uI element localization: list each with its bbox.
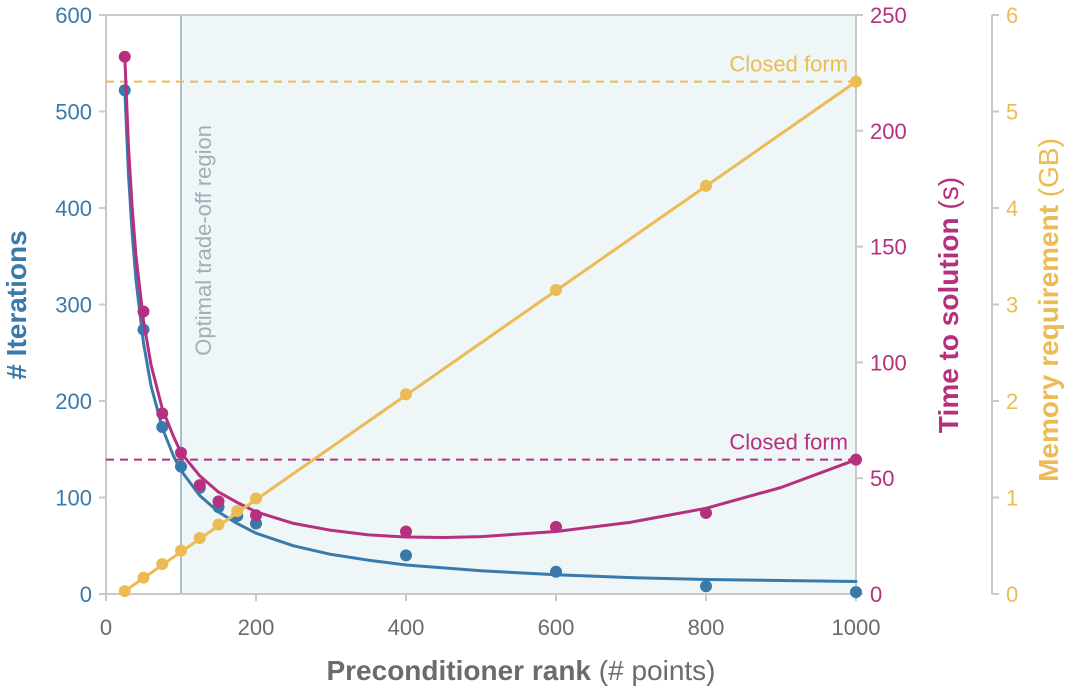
- memory-tick-label: 2: [1006, 389, 1018, 414]
- memory-point: [212, 518, 225, 531]
- time-point: [212, 495, 225, 508]
- memory-axis-title: Memory requirement (GB): [1033, 138, 1064, 482]
- x-tick-label: 800: [688, 615, 725, 640]
- iterations-tick-label: 600: [55, 3, 92, 28]
- memory-closed-form-label: Closed form: [729, 52, 848, 77]
- axes: [99, 14, 999, 601]
- memory-point: [550, 284, 562, 297]
- memory-tick-label: 3: [1006, 293, 1018, 318]
- memory-tick-label: 4: [1006, 196, 1018, 221]
- memory-tick-label: 1: [1006, 486, 1018, 511]
- iterations-tick-label: 0: [80, 582, 92, 607]
- time-tick-label: 250: [870, 3, 907, 28]
- memory-tick-label: 5: [1006, 100, 1018, 125]
- time-point: [193, 479, 206, 492]
- memory-point: [250, 492, 262, 505]
- x-tick-label: 0: [100, 615, 112, 640]
- x-tick-label: 1000: [832, 615, 881, 640]
- memory-point: [137, 571, 150, 584]
- memory-point: [118, 585, 131, 598]
- memory-point: [175, 544, 187, 557]
- series: [118, 50, 862, 599]
- time-closed-form-label: Closed form: [729, 430, 848, 455]
- memory-point: [850, 75, 862, 88]
- memory-point: [400, 388, 412, 401]
- iterations-tick-label: 200: [55, 389, 92, 414]
- iterations-tick-label: 400: [55, 196, 92, 221]
- plot-background: [180, 15, 856, 594]
- time-tick-label: 200: [870, 119, 907, 144]
- iterations-tick-label: 100: [55, 486, 92, 511]
- iterations-point: [400, 549, 412, 562]
- x-tick-label: 200: [238, 615, 275, 640]
- optimal-region-label: Optimal trade-off region: [191, 125, 216, 356]
- time-point: [700, 506, 712, 519]
- memory-tick-label: 0: [1006, 582, 1018, 607]
- memory-tick-label: 6: [1006, 3, 1018, 28]
- memory-point: [700, 179, 712, 192]
- iterations-point: [550, 565, 562, 578]
- time-tick-label: 100: [870, 350, 907, 375]
- x-tick-label: 400: [388, 615, 425, 640]
- time-point: [250, 509, 262, 522]
- x-axis-title: Preconditioner rank (# points): [326, 655, 715, 686]
- memory-point: [231, 505, 244, 518]
- memory-point: [156, 558, 169, 571]
- memory-point: [193, 532, 206, 545]
- iterations-point: [700, 580, 712, 593]
- time-tick-label: 50: [870, 466, 894, 491]
- iterations-point: [850, 586, 862, 599]
- time-tick-label: 0: [870, 582, 882, 607]
- time-point: [850, 453, 862, 466]
- time-point: [400, 525, 412, 538]
- iterations-point: [175, 460, 187, 473]
- time-axis-title: Time to solution (s): [933, 177, 964, 433]
- iterations-point: [250, 517, 262, 530]
- iterations-axis-title: # Iterations: [1, 230, 32, 379]
- memory-fit-line: [123, 80, 858, 593]
- iterations-point: [156, 421, 169, 434]
- optimal-region-shade: [181, 15, 856, 594]
- time-point: [156, 407, 169, 420]
- iterations-tick-label: 500: [55, 100, 92, 125]
- iterations-tick-label: 300: [55, 293, 92, 318]
- x-tick-label: 600: [538, 615, 575, 640]
- time-point: [137, 305, 150, 318]
- time-point: [550, 520, 562, 533]
- time-tick-label: 150: [870, 235, 907, 260]
- time-point: [118, 50, 131, 63]
- iterations-fit-line: [123, 88, 858, 583]
- time-point: [175, 446, 187, 459]
